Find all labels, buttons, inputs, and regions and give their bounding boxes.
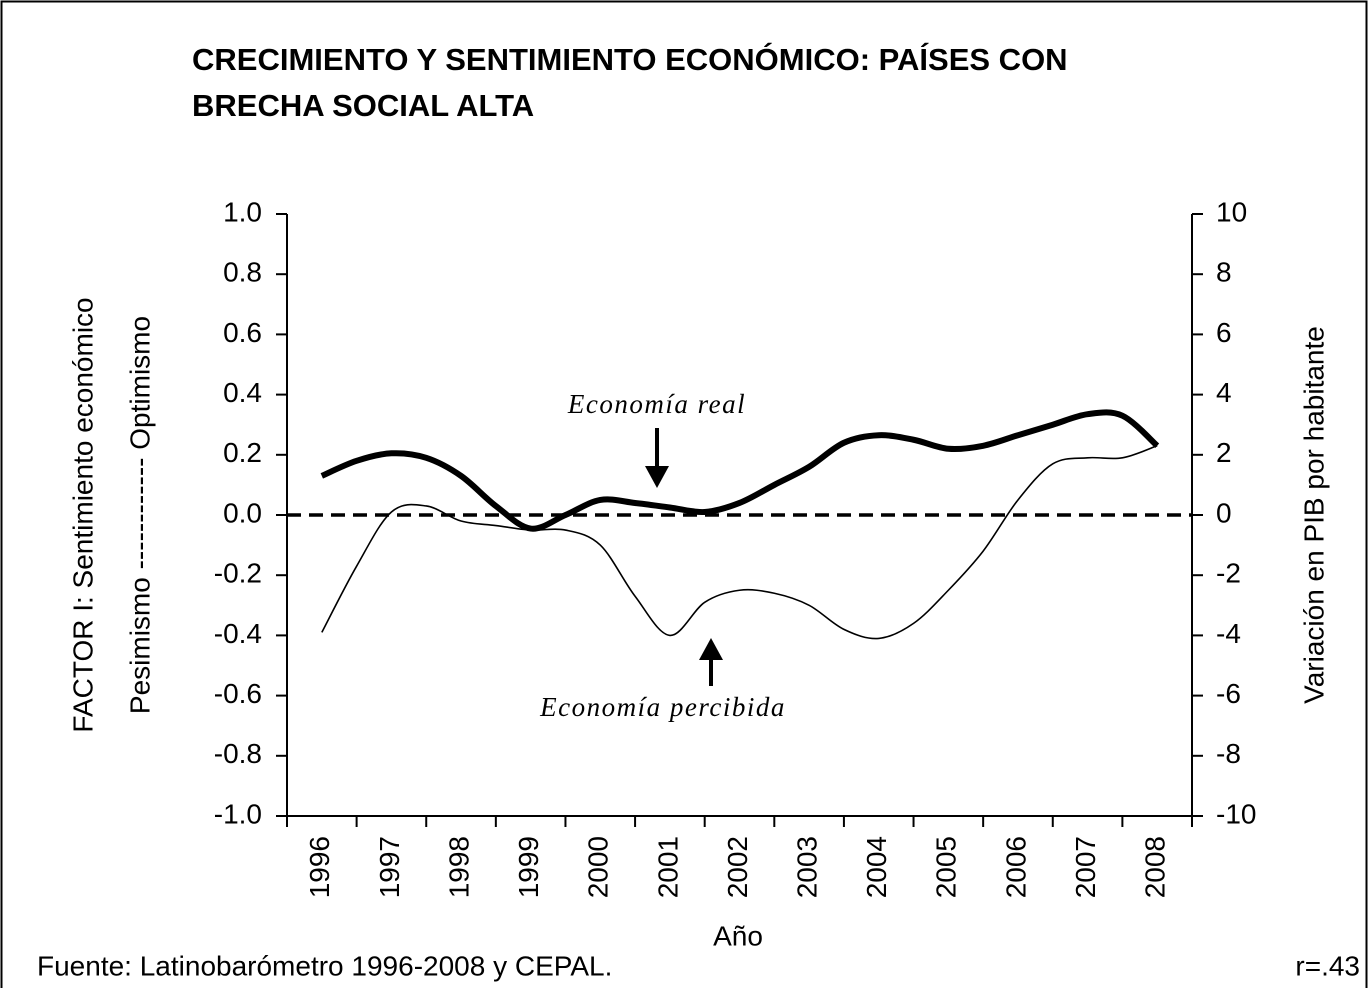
series-line xyxy=(321,445,1158,640)
x-tick-label: 2002 xyxy=(722,836,753,898)
y-tick-label: -0.8 xyxy=(214,738,262,769)
y-tick-label: 0.2 xyxy=(223,437,262,468)
chart-title: CRECIMIENTO Y SENTIMIENTO ECONÓMICO: PAÍ… xyxy=(192,41,1068,77)
correlation-note: r=.43 xyxy=(1295,950,1360,981)
y-tick-label: -0.6 xyxy=(214,678,262,709)
y2-tick-label: 8 xyxy=(1216,257,1232,288)
y2-tick-label: 2 xyxy=(1216,437,1232,468)
chart-title: BRECHA SOCIAL ALTA xyxy=(192,88,534,123)
y-tick-label: -0.2 xyxy=(214,558,262,589)
y2-tick-label: 6 xyxy=(1216,317,1232,348)
x-tick-label: 1996 xyxy=(304,836,335,898)
x-tick-label: 2008 xyxy=(1140,836,1171,898)
source-note: Fuente: Latinobarómetro 1996-2008 y CEPA… xyxy=(37,950,612,981)
y2-tick-label: -6 xyxy=(1216,678,1241,709)
y-tick-label: 0.0 xyxy=(223,497,262,528)
annotation: Economía percibida xyxy=(539,692,786,722)
x-axis-label: Año xyxy=(713,920,763,951)
x-tick-label: 2000 xyxy=(583,836,614,898)
y2-tick-label: -2 xyxy=(1216,558,1241,589)
x-tick-label: 2006 xyxy=(1000,836,1031,898)
y-tick-label: 0.6 xyxy=(223,317,262,348)
y-axis-sublabel: Pesimismo ------------ Optimismo xyxy=(124,316,155,714)
y-tick-label: -0.4 xyxy=(214,618,262,649)
x-tick-label: 2007 xyxy=(1070,836,1101,898)
y-tick-label: -1.0 xyxy=(214,798,262,829)
y-tick-label: 0.4 xyxy=(223,377,262,408)
x-tick-label: 1997 xyxy=(374,836,405,898)
y-axis-label: FACTOR I: Sentimiento económico xyxy=(67,297,98,732)
x-tick-label: 1998 xyxy=(443,836,474,898)
y2-tick-label: -4 xyxy=(1216,618,1241,649)
y2-tick-label: 4 xyxy=(1216,377,1232,408)
y2-tick-label: -8 xyxy=(1216,738,1241,769)
series-line xyxy=(320,409,1160,532)
arrow xyxy=(699,638,723,686)
y2-axis-label: Variación en PIB por habitante xyxy=(1298,326,1329,704)
y2-tick-label: 10 xyxy=(1216,196,1247,227)
y2-tick-label: 0 xyxy=(1216,497,1232,528)
annotation: Economía real xyxy=(567,389,746,419)
x-tick-label: 2001 xyxy=(652,836,683,898)
x-tick-label: 2004 xyxy=(861,836,892,898)
x-tick-label: 2003 xyxy=(792,836,823,898)
arrow xyxy=(645,428,669,488)
y-tick-label: 1.0 xyxy=(223,196,262,227)
x-tick-label: 1999 xyxy=(513,836,544,898)
x-tick-label: 2005 xyxy=(931,836,962,898)
y-tick-label: 0.8 xyxy=(223,257,262,288)
y2-tick-label: -10 xyxy=(1216,798,1256,829)
